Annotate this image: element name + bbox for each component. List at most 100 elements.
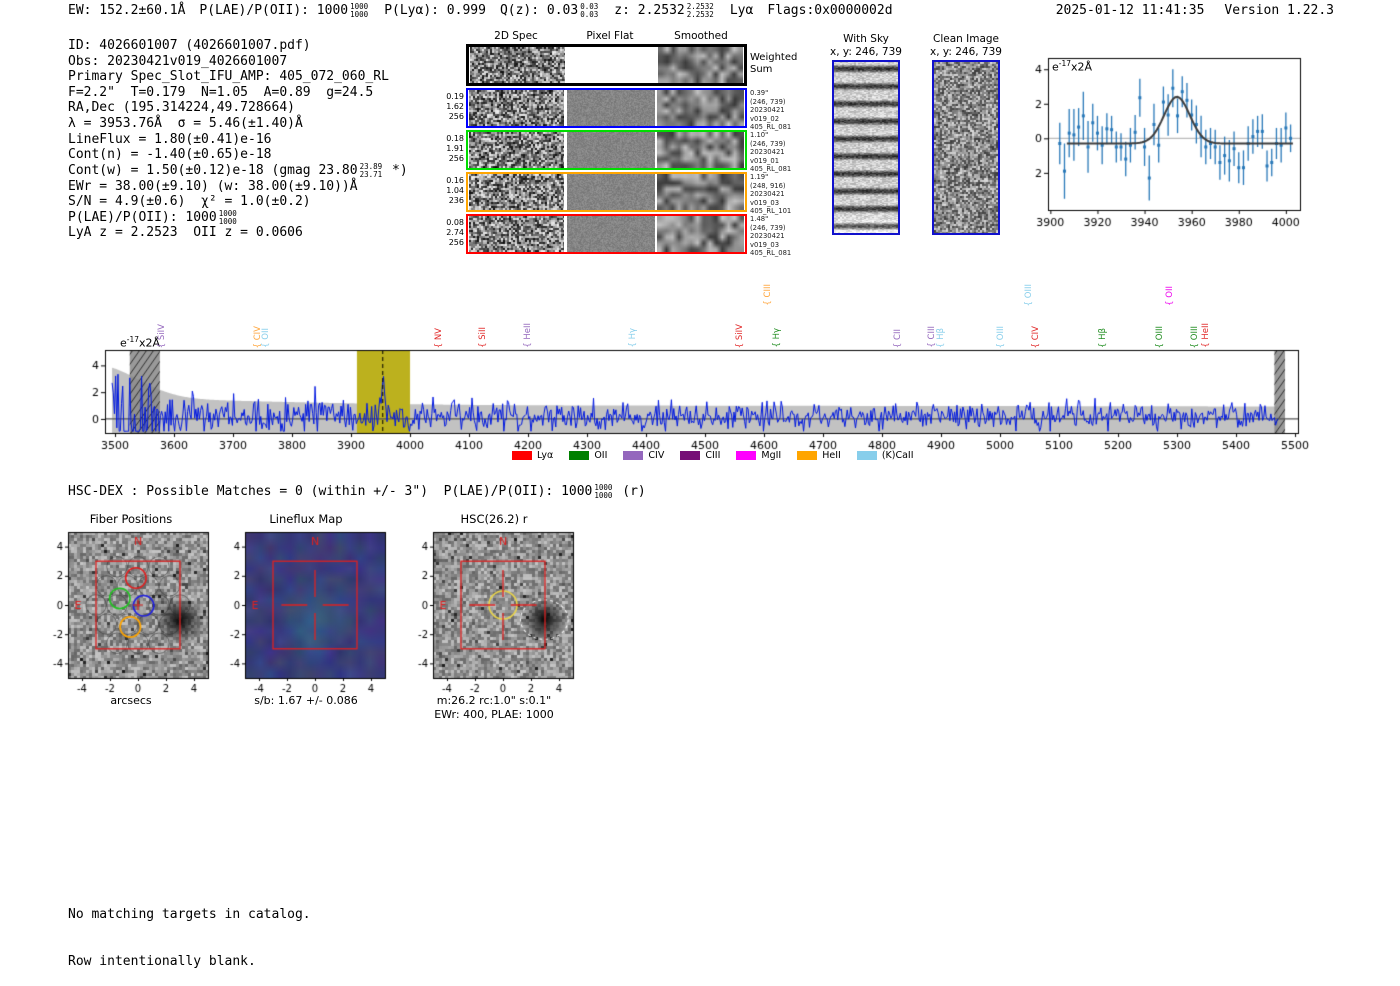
header-segment-text: P(LAE)/P(OII): 1000 bbox=[199, 3, 349, 19]
fiber-strip-row-4-smoothed-image bbox=[657, 216, 744, 252]
line-annotation-oii: { OII bbox=[261, 328, 272, 348]
clean-image-title: Clean Image x, y: 246, 739 bbox=[930, 33, 1002, 58]
header-segment-text: P(Lyα): 0.999 bbox=[384, 3, 486, 19]
fiber-strip-left-stats: 0.08 2.74 256 bbox=[446, 218, 464, 247]
hsc-ewr-plae-label: EWr: 400, PLAE: 1000 bbox=[434, 708, 554, 721]
stacked-fraction: 1000 1000 bbox=[350, 3, 368, 19]
fiber-strip-row-1-pixel-flat-image bbox=[567, 90, 655, 126]
info-line: λ = 3953.76Å σ = 5.46(±1.40)Å bbox=[68, 115, 303, 131]
line-annotation-ciii: { CIII bbox=[763, 284, 774, 306]
stacked-fraction: 1000 1000 bbox=[218, 208, 237, 226]
fiber-strip-row-4-pixel-flat-image bbox=[567, 216, 655, 252]
fraction-bottom: 1000 bbox=[350, 9, 369, 19]
weighted-sum-row bbox=[466, 44, 747, 86]
header-segment: Flags:0x0000002d bbox=[767, 3, 892, 19]
lineflux-cutout-canvas bbox=[215, 528, 397, 700]
line-annotation-nv: { NV bbox=[433, 327, 444, 348]
fiber-strip-annotation: 1.10" (246, 739) 20230421 v019_01 405_RL… bbox=[750, 131, 792, 174]
fiber-strip-row-2-pixel-flat-image bbox=[567, 132, 655, 168]
header-segment: P(Lyα): 0.999 bbox=[384, 3, 486, 19]
fiber-strip-row-3-smoothed-image bbox=[657, 174, 744, 210]
fiber-strip-row-3 bbox=[466, 172, 747, 212]
fiber-strip-row-1-smoothed-image bbox=[657, 90, 744, 126]
fiber-strip-row-2-smoothed-image bbox=[657, 132, 744, 168]
column-header-smoothed: Smoothed bbox=[674, 30, 728, 42]
hsc-dex-suffix: (r) bbox=[614, 484, 646, 500]
info-line: Cont(n) = -1.40(±0.65)e-18 bbox=[68, 147, 272, 163]
fiber-strip-row-2-2d-spec-image bbox=[469, 132, 564, 168]
header-summary-line: EW: 152.2±60.1Å P(LAE)/P(OII): 1000 1000 10… bbox=[68, 3, 893, 19]
fiber-strip-annotation: 0.39" (246, 739) 20230421 v019_02 405_RL… bbox=[750, 89, 792, 132]
info-line: LyA z = 2.2523 OII z = 0.0606 bbox=[68, 225, 303, 241]
fiber-strip-left-stats: 0.16 1.04 236 bbox=[446, 176, 464, 205]
info-line: Primary Spec_Slot_IFU_AMP: 405_072_060_R… bbox=[68, 69, 389, 85]
stacked-fraction: 23.89 23.71 bbox=[359, 161, 383, 179]
fiber-strip-annotation: 1.19" (248, 916) 20230421 v019_03 405_RL… bbox=[750, 173, 792, 216]
report-datetime: 2025-01-12 11:41:35 bbox=[1055, 3, 1205, 18]
line-annotation-oiii: { OIII bbox=[1189, 325, 1200, 348]
line-annotation-heii: { HeII bbox=[523, 323, 534, 348]
header-segment: P(LAE)/P(OII): 1000 1000 1000 bbox=[199, 3, 370, 19]
hsc-dex-match-line: HSC-DEX : Possible Matches = 0 (within +… bbox=[68, 484, 646, 500]
catalog-note: No matching targets in catalog. Row inte… bbox=[68, 875, 311, 986]
info-line-suffix: *) bbox=[384, 162, 408, 178]
fraction-top: 1000 bbox=[350, 2, 369, 11]
weighted-sum-row-2d-spec-image bbox=[470, 47, 565, 83]
header-segment: EW: 152.2±60.1Å bbox=[68, 3, 185, 19]
info-line: P(LAE)/P(OII): 1000 1000 1000 bbox=[68, 208, 408, 226]
info-line: Obs: 20230421v019_4026601007 bbox=[68, 53, 288, 69]
lineflux-map-title: Lineflux Map bbox=[269, 512, 343, 526]
info-line-text: Cont(w) = 1.50(±0.12)e-18 (gmag 23.80 bbox=[68, 162, 358, 178]
line-annotation-hγ: { Hγ bbox=[627, 328, 638, 348]
info-line: ID: 4026601007 (4026601007.pdf) bbox=[68, 38, 311, 53]
header-segment: Q(z): 0.03 0.03 0.03 bbox=[500, 3, 600, 19]
fraction-top: 23.89 bbox=[359, 161, 383, 171]
fiber-cutout-canvas bbox=[38, 528, 220, 700]
header-segment-text: Q(z): 0.03 bbox=[499, 3, 579, 19]
info-line: F=2.2" T=0.179 N=1.05 A=0.89 g=24.5 bbox=[68, 84, 374, 100]
hsc-dex-text: HSC-DEX : Possible Matches = 0 (within +… bbox=[68, 484, 593, 500]
info-line: LineFlux = 1.80(±0.41)e-16 bbox=[68, 131, 272, 147]
column-header-pixel-flat: Pixel Flat bbox=[586, 30, 634, 42]
header-segment: Lyα bbox=[730, 3, 753, 19]
catalog-note-line2: Row intentionally blank. bbox=[68, 953, 256, 969]
fiber-strip-row-3-pixel-flat-image bbox=[567, 174, 655, 210]
header-segment-text: z: 2.2532 bbox=[614, 3, 685, 19]
fraction-bottom: 1000 bbox=[594, 490, 613, 500]
hsc-cutout-title: HSC(26.2) r bbox=[460, 512, 528, 526]
stacked-fraction: 2.2532 2.2532 bbox=[687, 3, 714, 19]
line-annotation-oiii: { OIII bbox=[995, 325, 1006, 348]
line-annotation-siiv: { SiIV bbox=[735, 323, 746, 348]
line-annotation-siii: { SiII bbox=[478, 327, 489, 348]
fiber-strip-left-stats: 0.19 1.62 256 bbox=[446, 92, 464, 121]
fraction-bottom: 23.71 bbox=[359, 169, 383, 179]
catalog-note-line1: No matching targets in catalog. bbox=[68, 906, 311, 922]
header-segment-text: EW: 152.2±60.1Å bbox=[68, 3, 186, 19]
line-annotation-hβ: { Hβ bbox=[935, 328, 946, 348]
weighted-sum-row-smoothed-image bbox=[658, 47, 743, 83]
weighted-sum-label: Weighted Sum bbox=[750, 52, 798, 75]
fraction-bottom: 1000 bbox=[218, 216, 237, 226]
line-annotation-siiv: { SiIV bbox=[156, 323, 167, 348]
line-annotation-oiii: { OIII bbox=[1154, 325, 1165, 348]
header-meta: 2025-01-12 11:41:35 Version 1.22.3 bbox=[1056, 3, 1334, 18]
fraction-top: 1000 bbox=[594, 483, 613, 492]
line-annotation-cii: { CII bbox=[892, 328, 903, 348]
fiber-strip-row-1 bbox=[466, 88, 747, 128]
fraction-top: 1000 bbox=[218, 208, 237, 218]
report-version: Version 1.22.3 bbox=[1224, 3, 1334, 18]
info-line: Cont(w) = 1.50(±0.12)e-18 (gmag 23.80 23.… bbox=[68, 161, 408, 179]
with-sky-image bbox=[832, 60, 900, 235]
info-line-text: P(LAE)/P(OII): 1000 bbox=[68, 209, 217, 225]
clean-image bbox=[932, 60, 1000, 235]
hsc-cutout-canvas bbox=[403, 528, 585, 700]
line-annotation-oii: { OII bbox=[1165, 286, 1176, 306]
line-annotation-heii: { HeII bbox=[1201, 323, 1212, 348]
with-sky-title: With Sky x, y: 246, 739 bbox=[830, 33, 902, 58]
weighted-sum-row-pixel-flat-image bbox=[568, 47, 656, 83]
fiber-strip-annotation: 1.48" (246, 739) 20230421 v019_03 405_RL… bbox=[750, 215, 792, 258]
stacked-fraction: 1000 1000 bbox=[594, 484, 612, 500]
fraction-bottom: 0.03 bbox=[580, 9, 599, 19]
fiber-strip-row-2 bbox=[466, 130, 747, 170]
fiber-strip-row-4 bbox=[466, 214, 747, 254]
